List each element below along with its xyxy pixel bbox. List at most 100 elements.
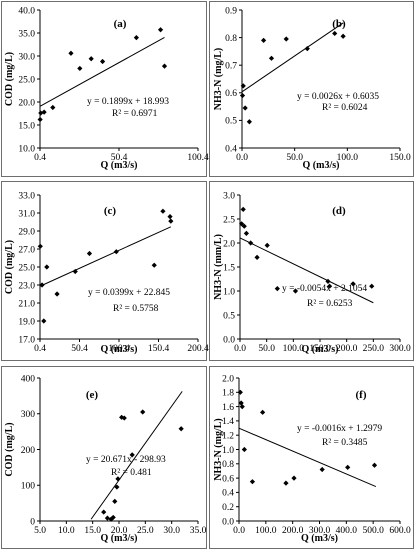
panel-b-r-squared: R² = 0.6024 (322, 103, 368, 113)
panel-e-frame (1, 366, 207, 549)
panel-f-point (291, 475, 297, 481)
panel-c-point (113, 249, 119, 255)
panel-a-point (157, 27, 164, 33)
panel-a-x-tick-label: 50.4 (111, 153, 128, 163)
panel-f-x-tick-label: 100.0 (255, 526, 277, 536)
panel-c-y-tick-label: 33.0 (18, 191, 35, 201)
panel-d-x-axis-title: Q (m3/s) (302, 344, 339, 355)
panel-f-y-tick-label: 1.4 (222, 417, 234, 427)
panel-b-point (332, 30, 338, 37)
panel-e-x-axis-title: Q (m3/s) (101, 533, 138, 544)
panel-a-r-squared: R² = 0.6971 (112, 109, 158, 119)
panel-a-point (68, 50, 74, 56)
panel-c-point (151, 262, 157, 268)
panel-e-point (140, 409, 146, 415)
panel-f-y-tick-label: 1.0 (222, 446, 234, 456)
panel-c-x-tick-label: 0.4 (34, 344, 46, 354)
panel-f-x-tick-label: 300.0 (309, 526, 331, 536)
panel-a-point (41, 109, 47, 115)
panel-e-r-squared: R² = 0.481 (111, 468, 152, 478)
panel-d-point (350, 281, 356, 287)
panel-d-x-tick-label: 250.0 (363, 344, 385, 354)
panel-f-r-squared: R² = 0.3485 (322, 438, 368, 448)
panel-e-point (178, 426, 184, 432)
panel-c-point (41, 318, 47, 324)
panel-f-y-tick-label: 0.8 (222, 460, 234, 470)
panel-e-y-tick-label: 200 (21, 446, 36, 456)
panel-b-y-tick-label: 0.7 (225, 62, 237, 72)
panel-c-point (37, 243, 43, 249)
panel-a-frame (1, 1, 207, 177)
panel-f-trendline (238, 427, 377, 488)
panel-f-point (319, 466, 325, 473)
panel-d-point (243, 230, 249, 236)
panel-c-point (39, 282, 45, 288)
panel-d-x-tick-label: 300.0 (389, 344, 411, 354)
panel-b-equation: y = 0.0026x + 0.6035 (297, 92, 379, 102)
panel-a-y-tick-label: 40.0 (18, 6, 35, 16)
panel-b-y-axis-title: NH3-N (mg/L) (213, 48, 224, 111)
panel-b-y-tick-label: 0.9 (225, 6, 237, 16)
panel-d-x-tick-label: 100.0 (283, 344, 305, 354)
panel-e-x-tick-label: 30.0 (163, 526, 180, 536)
panel-d-y-tick-label: 2.0 (223, 239, 235, 249)
panel-f-equation: y = -0.0016x + 1.2979 (297, 424, 382, 434)
panel-e-label: (e) (86, 389, 99, 401)
panel-b-x-tick-label: 50.0 (286, 153, 303, 163)
panel-f-x-tick-label: 400.0 (336, 526, 358, 536)
panel-e-point (101, 509, 107, 515)
panel-f-y-tick-label: 0.0 (222, 517, 234, 527)
panel-c-x-tick-label: 100.4 (108, 344, 130, 354)
panel-d-point (241, 223, 247, 229)
panel-f-y-tick-label: 0.2 (222, 503, 234, 513)
panel-f-y-tick-label: 1.6 (222, 403, 234, 413)
panel-b-x-tick-label: 100.0 (337, 153, 359, 163)
panel-d-y-tick-label: 0.5 (223, 311, 235, 321)
panel-b-trendline (241, 22, 344, 93)
panel-c-y-tick-label: 21.0 (18, 299, 35, 309)
panel-c-x-tick-label: 50.4 (71, 344, 88, 354)
panel-a-y-axis-title: COD (mg/L) (4, 52, 15, 106)
panel-d-y-axis-title: NH3-N (mm/L) (213, 234, 224, 300)
panel-b-y-tick-label: 0.4 (225, 144, 237, 154)
panel-a-point (161, 63, 168, 69)
panel-c-equation: y = 0.0399x + 22.845 (88, 288, 170, 298)
panel-f-y-tick-label: 0.6 (222, 474, 234, 484)
panel-c: 17.0 19.0 21.0 23.0 25.0 27.0 29.0 31.0 33.0 0.4 5… (1, 181, 209, 361)
panel-c-y-tick-label: 29.0 (18, 227, 35, 237)
panel-a-y-tick-label: 15.0 (18, 121, 35, 131)
panel-d-y-tick-label: 1.5 (223, 263, 235, 273)
panel-f-x-axis-title: Q (m3/s) (301, 533, 338, 544)
panel-b-point (340, 33, 346, 39)
panel-a-label: (a) (114, 18, 127, 30)
panel-a-point (99, 58, 106, 65)
panel-d-x-tick-label: 150.0 (309, 344, 331, 354)
panel-c-point (160, 208, 166, 214)
panel-c-y-tick-label: 23.0 (18, 281, 35, 291)
panel-a-y-tick-label: 30.0 (18, 52, 35, 62)
panel-e-x-tick-label: 15.0 (84, 526, 101, 536)
panel-f-x-tick-label: 0.0 (233, 526, 245, 536)
panel-a-y-tick-label: 35.0 (18, 29, 35, 39)
panel-e-y-tick-label: 100 (21, 482, 36, 492)
panel-d-point (369, 283, 375, 289)
panel-f-x-tick-label: 500.0 (362, 526, 384, 536)
panel-a-point (50, 104, 56, 111)
panel-c-y-tick-label: 31.0 (18, 209, 35, 219)
panel-e-equation: y = 20.671x - 298.93 (86, 455, 166, 465)
panel-f-y-tick-label: 2.0 (222, 374, 234, 384)
panel-b-point (242, 105, 248, 111)
panel-c-y-tick-label: 25.0 (18, 263, 35, 273)
panel-d-point (327, 283, 333, 289)
panel-e: 0 100 200 300 400 5.0 10.0 15.0 20.0 25.0 30.0 35.0… (1, 366, 207, 549)
panel-c-point (44, 264, 50, 270)
panel-e-y-tick-label: 400 (21, 374, 36, 384)
panel-e-point (129, 452, 135, 458)
panel-e-x-tick-label: 25.0 (137, 526, 154, 536)
panel-c-x-axis-title: Q (m3/s) (101, 344, 138, 355)
panel-b-y-tick-label: 0.8 (225, 34, 237, 44)
panel-b-point (283, 36, 289, 42)
panel-a-y-tick-label: 10.0 (18, 144, 35, 154)
panel-a-x-tick-label: 100.4 (187, 153, 209, 163)
panel-e-y-tick-label: 0 (30, 517, 35, 527)
